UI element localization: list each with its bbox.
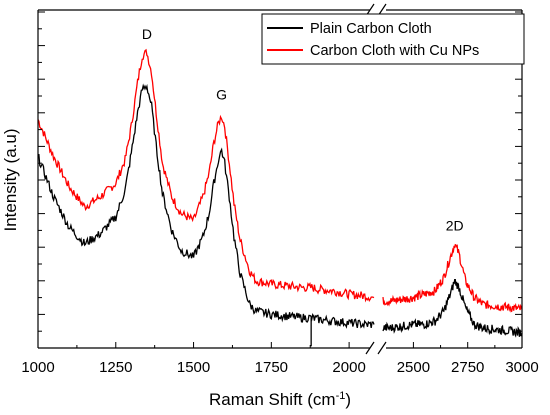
x-tick-label-1000: 1000 <box>21 359 54 376</box>
legend-label-plain: Plain Carbon Cloth <box>310 21 432 37</box>
peak-annotations: D G 2D <box>142 26 464 234</box>
series-line-carbon-cloth-cu-nps-seg1 <box>37 48 375 303</box>
tick-marks <box>37 11 523 349</box>
x-tick-label-1750: 1750 <box>255 359 288 376</box>
series-line-plain-carbon-cloth-seg1 <box>38 83 375 329</box>
x-tick-label-2750: 2750 <box>451 359 484 376</box>
axis-break-mark <box>377 341 387 355</box>
tick-labels: 1000 1250 1500 1750 2000 2500 2750 3000 <box>21 359 538 376</box>
plot-content <box>37 48 523 347</box>
legend-box <box>261 13 525 65</box>
legend-label-cu: Carbon Cloth with Cu NPs <box>310 43 479 59</box>
x-tick-label-3000: 3000 <box>505 359 538 376</box>
peak-label-2d: 2D <box>446 217 464 233</box>
x-tick-label-2500: 2500 <box>397 359 430 376</box>
x-tick-label-2000: 2000 <box>332 359 365 376</box>
y-axis-title: Intensity (a.u) <box>1 129 20 232</box>
series-line-plain-carbon-cloth-seg2 <box>382 278 523 338</box>
legend: Plain Carbon Cloth Carbon Cloth with Cu … <box>261 13 525 65</box>
x-tick-label-1250: 1250 <box>99 359 132 376</box>
peak-label-g: G <box>216 86 227 102</box>
series-line-carbon-cloth-cu-nps-seg2 <box>382 243 523 313</box>
x-axis-title: Raman Shift (cm-1) <box>209 390 351 409</box>
axes <box>37 3 523 355</box>
x-tick-label-1500: 1500 <box>177 359 210 376</box>
axis-break-mark <box>365 341 375 355</box>
peak-label-d: D <box>142 26 152 42</box>
